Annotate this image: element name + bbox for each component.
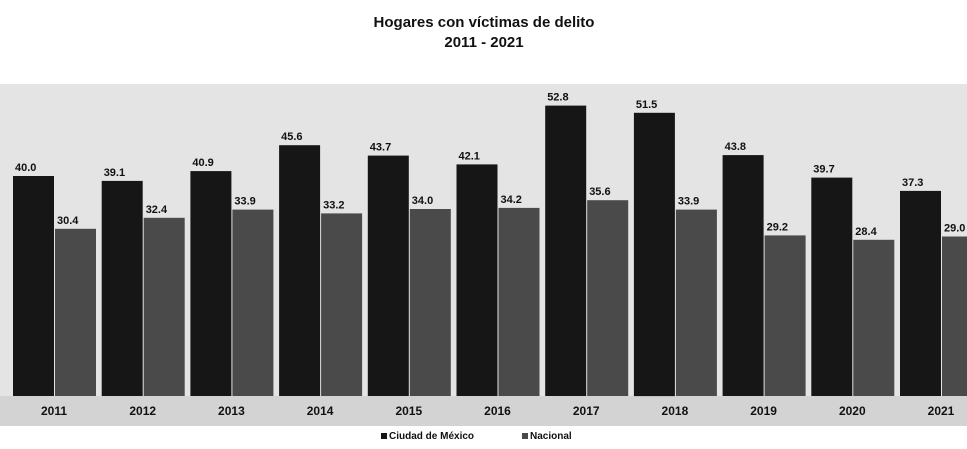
x-tick-label-2021: 2021 [928, 404, 955, 418]
data-label-ciudad-de-mexico-2012: 39.1 [104, 167, 125, 179]
data-label-nacional-2011: 30.4 [57, 215, 79, 227]
data-label-ciudad-de-mexico-2018: 51.5 [636, 99, 657, 111]
data-label-ciudad-de-mexico-2014: 45.6 [281, 131, 302, 143]
bar-ciudad-de-mexico-2020 [811, 177, 853, 396]
bar-ciudad-de-mexico-2018 [633, 112, 675, 397]
bars-layer [13, 105, 967, 397]
chart-subtitle: 2011 - 2021 [444, 34, 523, 51]
data-label-nacional-2013: 33.9 [234, 196, 255, 208]
data-label-nacional-2021: 29.0 [944, 223, 965, 235]
legend: Ciudad de México Nacional [381, 431, 572, 442]
bar-nacional-2012 [143, 217, 185, 396]
data-label-nacional-2018: 33.9 [678, 196, 699, 208]
data-label-ciudad-de-mexico-2017: 52.8 [547, 92, 568, 104]
data-label-ciudad-de-mexico-2015: 43.7 [370, 142, 391, 154]
legend-swatch-nacional [522, 433, 528, 439]
x-tick-label-2016: 2016 [484, 404, 511, 418]
data-label-ciudad-de-mexico-2011: 40.0 [15, 162, 36, 174]
x-tick-label-2020: 2020 [839, 404, 866, 418]
x-tick-label-2018: 2018 [662, 404, 689, 418]
bar-ciudad-de-mexico-2015 [367, 155, 409, 396]
data-label-nacional-2012: 32.4 [146, 204, 168, 216]
data-label-nacional-2019: 29.2 [767, 221, 788, 233]
data-label-ciudad-de-mexico-2016: 42.1 [459, 150, 480, 162]
bar-nacional-2013 [232, 209, 274, 396]
x-tick-label-2015: 2015 [395, 404, 422, 418]
bar-ciudad-de-mexico-2014 [279, 145, 321, 396]
x-tick-label-2012: 2012 [129, 404, 156, 418]
legend-label-nacional: Nacional [530, 431, 572, 442]
bar-nacional-2019 [764, 235, 806, 396]
bar-nacional-2021 [942, 236, 967, 396]
data-label-ciudad-de-mexico-2013: 40.9 [192, 157, 213, 169]
bar-nacional-2015 [409, 209, 451, 396]
data-label-nacional-2020: 28.4 [855, 226, 877, 238]
chart-title: Hogares con víctimas de delito [374, 14, 595, 31]
data-labels-layer: 40.0 30.4 39.1 32.4 40.9 33.9 45.6 33.2 43.7 34.0… [15, 92, 965, 238]
x-tick-label-2017: 2017 [573, 404, 600, 418]
legend-label-ciudad-de-mexico: Ciudad de México [389, 431, 474, 442]
data-label-ciudad-de-mexico-2021: 37.3 [902, 177, 923, 189]
bar-ciudad-de-mexico-2012 [101, 180, 143, 396]
x-tick-label-2019: 2019 [750, 404, 777, 418]
bar-ciudad-de-mexico-2019 [722, 155, 764, 396]
x-tick-label-2014: 2014 [307, 404, 334, 418]
bar-nacional-2020 [853, 239, 895, 396]
x-tick-label-2013: 2013 [218, 404, 245, 418]
bar-nacional-2011 [55, 228, 96, 396]
data-label-nacional-2014: 33.2 [323, 199, 344, 211]
bar-ciudad-de-mexico-2017 [545, 105, 587, 396]
bar-nacional-2014 [321, 213, 363, 396]
x-axis-tick-labels: 2011 2012 2013 2014 2015 2016 2017 2018 2019 2020… [41, 404, 955, 418]
data-label-ciudad-de-mexico-2020: 39.7 [813, 164, 834, 176]
bar-nacional-2018 [675, 209, 717, 396]
data-label-ciudad-de-mexico-2019: 43.8 [725, 141, 746, 153]
x-tick-label-2011: 2011 [41, 404, 67, 418]
bar-nacional-2017 [587, 200, 629, 396]
legend-swatch-ciudad-de-mexico [381, 433, 387, 439]
data-label-nacional-2016: 34.2 [501, 194, 522, 206]
bar-ciudad-de-mexico-2013 [190, 171, 232, 396]
bar-nacional-2016 [498, 207, 540, 396]
data-label-nacional-2017: 35.6 [589, 186, 610, 198]
bar-ciudad-de-mexico-2016 [456, 164, 498, 396]
bar-ciudad-de-mexico-2021 [900, 190, 941, 396]
data-label-nacional-2015: 34.0 [412, 195, 433, 207]
bar-ciudad-de-mexico-2011 [13, 176, 54, 396]
x-axis-band [0, 396, 967, 426]
